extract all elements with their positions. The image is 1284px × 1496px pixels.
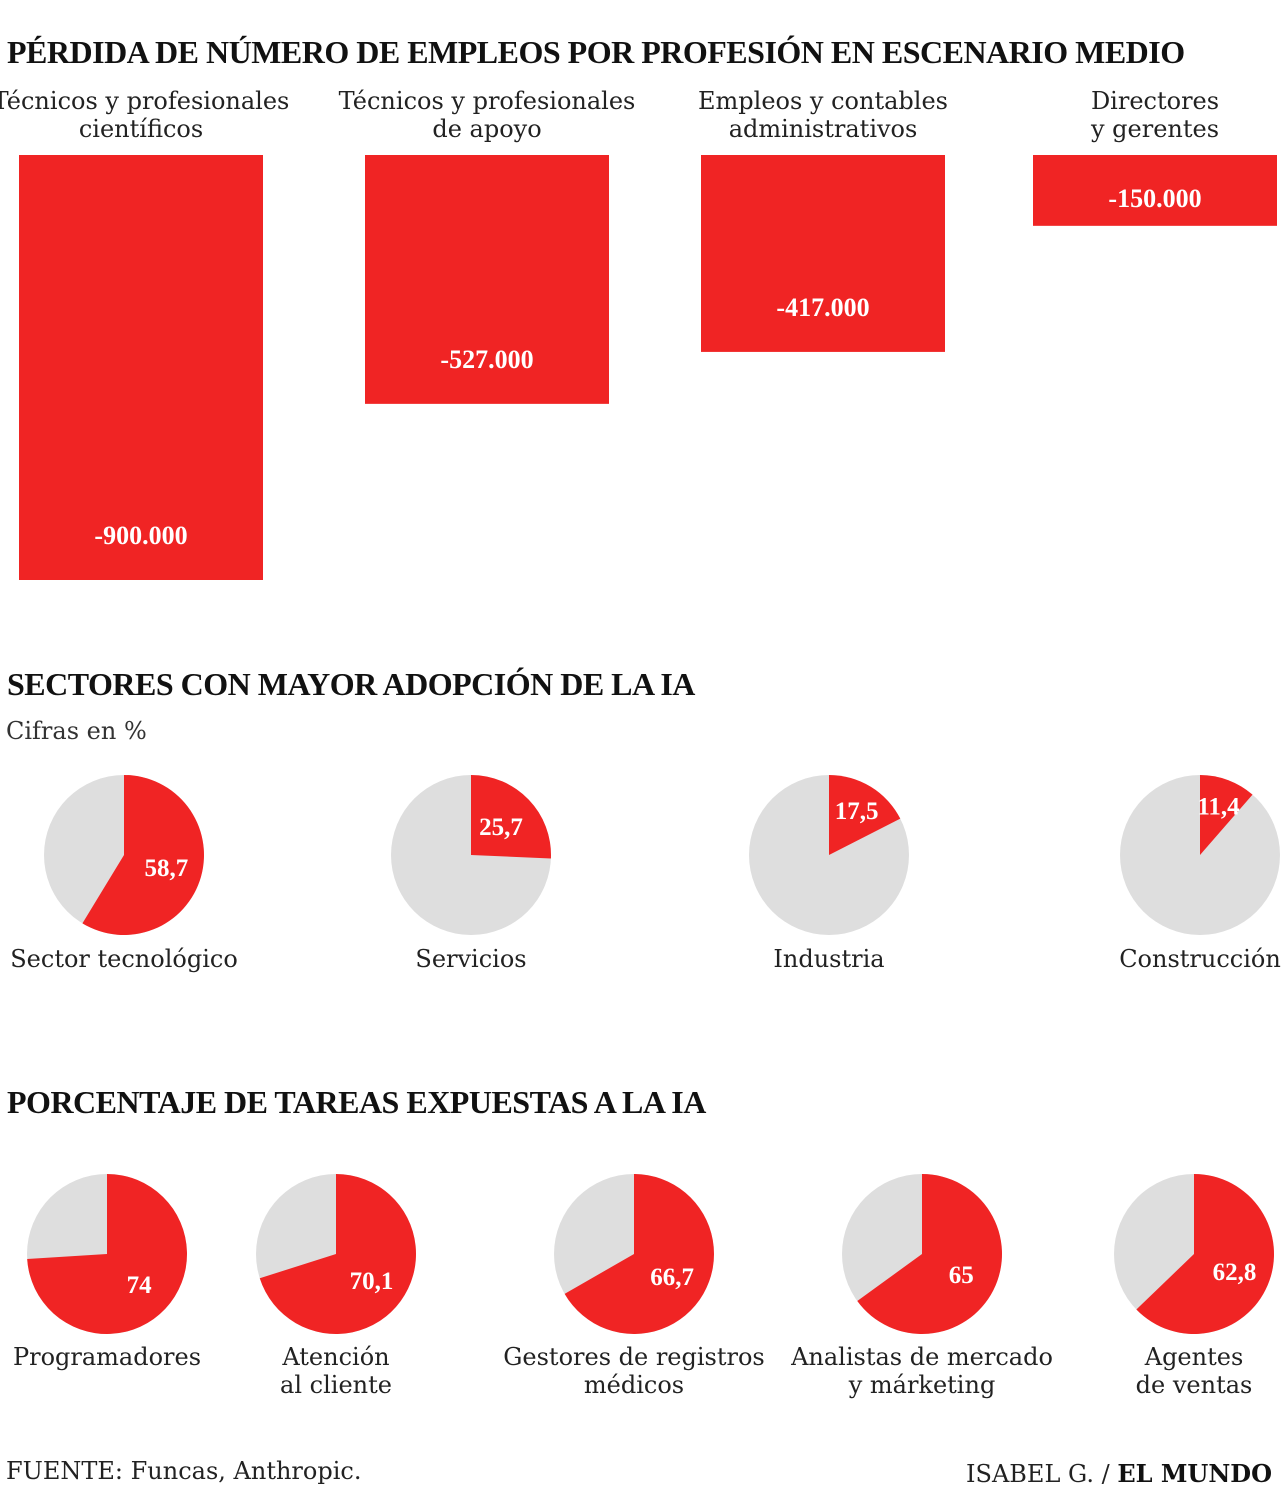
credit-line: ISABEL G. / EL MUNDO: [966, 1459, 1272, 1488]
sector-pie-value-label: 25,7: [479, 814, 523, 841]
task-pie-value-label: 65: [949, 1262, 974, 1289]
task-pie-slice: [857, 1174, 1003, 1334]
task-pie-value-label: 62,8: [1213, 1259, 1257, 1286]
sectors-unit-label: Cifras en %: [6, 717, 147, 745]
task-pie-value-label: 70,1: [350, 1268, 394, 1295]
bar: [1033, 155, 1277, 226]
task-pie-slice: [259, 1174, 416, 1334]
task-category-label: Agentes: [1144, 1343, 1244, 1371]
jobs-chart-title: PÉRDIDA DE NÚMERO DE EMPLEOS POR PROFESI…: [7, 34, 1185, 70]
sector-pie-value-label: 11,4: [1197, 794, 1240, 821]
bar-category-label: y gerentes: [1090, 115, 1219, 143]
sector-pie-value-label: 17,5: [835, 798, 879, 825]
sector-pie-slice: [82, 775, 204, 935]
sector-pie-value-label: 58,7: [144, 855, 188, 882]
task-pie-slice: [564, 1174, 714, 1334]
sector-pie-slice: [1200, 775, 1253, 855]
task-pie-slice: [27, 1174, 188, 1334]
bar-category-label: Empleos y contables: [698, 87, 948, 115]
bar-category-label: administrativos: [729, 115, 918, 143]
task-category-label: al cliente: [280, 1371, 392, 1399]
task-category-label: y márketing: [848, 1371, 996, 1399]
bar-value-label: -527.000: [440, 345, 533, 374]
author-name: ISABEL G. /: [966, 1460, 1110, 1488]
sector-pie-slice: [829, 775, 901, 855]
sector-category-label: Construcción: [1119, 945, 1281, 973]
bar-value-label: -417.000: [776, 293, 869, 322]
bar-category-label: Técnicos y profesionales: [339, 87, 636, 115]
task-category-label: médicos: [584, 1371, 684, 1399]
sector-category-label: Sector tecnológico: [10, 945, 238, 973]
task-category-label: Gestores de registros: [503, 1343, 765, 1371]
sectors-chart-title: SECTORES CON MAYOR ADOPCIÓN DE LA IA: [7, 666, 695, 702]
bar: [365, 155, 609, 404]
bar-category-label: de apoyo: [432, 115, 541, 143]
bar-category-label: científicos: [79, 115, 203, 143]
bar-value-label: -150.000: [1108, 184, 1201, 213]
sector-pie-slice: [471, 775, 551, 859]
bar-category-label: Directores: [1091, 87, 1219, 115]
sector-category-label: Servicios: [415, 945, 526, 973]
task-pie-value-label: 66,7: [650, 1264, 694, 1291]
source-note: FUENTE: Funcas, Anthropic.: [6, 1457, 362, 1485]
bar-category-label: Técnicos y profesionales: [0, 87, 289, 115]
bar: [701, 155, 945, 352]
bar: [19, 155, 263, 580]
bar-value-label: -900.000: [94, 521, 187, 550]
task-pie-value-label: 74: [127, 1272, 153, 1299]
task-category-label: Analistas de mercado: [790, 1343, 1053, 1371]
task-category-label: Atención: [281, 1343, 389, 1371]
task-pie-slice: [1136, 1174, 1275, 1334]
task-category-label: de ventas: [1136, 1371, 1253, 1399]
tasks-chart-title: PORCENTAJE DE TAREAS EXPUESTAS A LA IA: [7, 1084, 706, 1120]
brand-name: EL MUNDO: [1117, 1459, 1272, 1488]
sector-category-label: Industria: [773, 945, 884, 973]
task-category-label: Programadores: [13, 1343, 201, 1371]
